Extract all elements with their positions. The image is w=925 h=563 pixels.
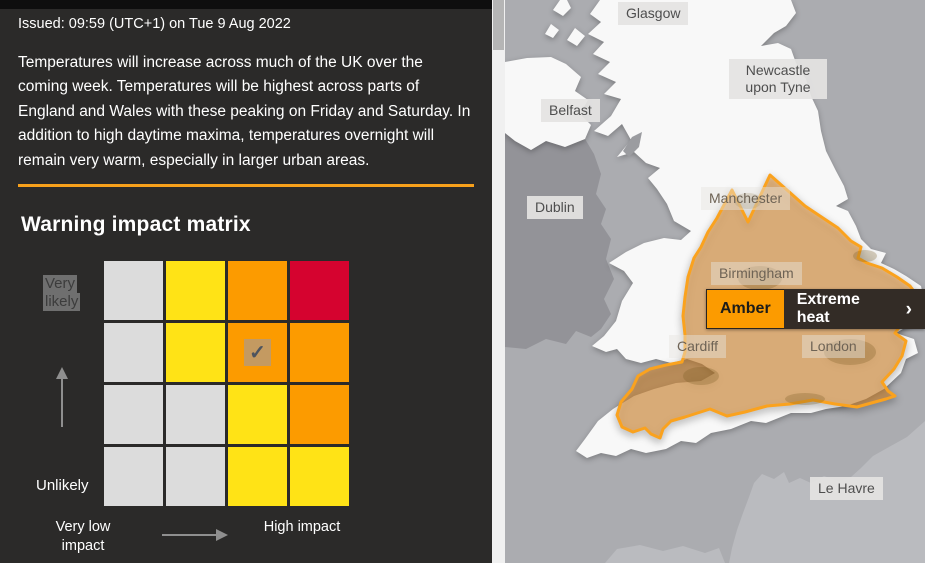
matrix-cell-r2c1 xyxy=(166,385,225,444)
city-label-cardiff: Cardiff xyxy=(669,335,726,358)
city-label-manchester: Manchester xyxy=(701,187,791,210)
matrix-cell-r3c1 xyxy=(166,447,225,506)
warning-type-label: Extreme heat xyxy=(796,291,860,326)
chevron-right-icon: › xyxy=(905,298,912,320)
impact-high-label: High impact xyxy=(263,519,341,535)
matrix-cell-r1c2: ✓ xyxy=(228,323,287,382)
likelihood-bottom-label: Unlikely xyxy=(36,477,89,494)
likelihood-top-label: Very likely xyxy=(43,275,81,311)
urban-area-patches xyxy=(683,193,877,405)
city-label-london: London xyxy=(802,335,865,358)
matrix-cell-r3c2 xyxy=(228,447,287,506)
warning-description: Temperatures will increase across much o… xyxy=(18,54,471,169)
warning-badge[interactable]: Amber Extreme heat › xyxy=(706,289,925,329)
warning-details-panel: Issued: 09:59 (UTC+1) on Tue 9 Aug 2022 … xyxy=(0,0,492,563)
matrix-cell-r1c0 xyxy=(104,323,163,382)
city-label-le-havre: Le Havre xyxy=(810,477,883,500)
matrix-cell-r1c3 xyxy=(290,323,349,382)
city-label-birmingham: Birmingham xyxy=(711,262,802,285)
ireland-landmass xyxy=(505,133,614,349)
matrix-title: Warning impact matrix xyxy=(21,213,251,236)
matrix-cell-r3c0 xyxy=(104,447,163,506)
map-labels: Glasgow Newcastle upon Tyne Belfast Dublin M… xyxy=(505,0,925,563)
warning-type: Extreme heat › xyxy=(783,289,925,329)
brittany-landmass xyxy=(605,545,725,563)
matrix-cell-r2c3 xyxy=(290,385,349,444)
city-label-belfast: Belfast xyxy=(541,99,600,122)
matrix-cell-r0c2 xyxy=(228,261,287,320)
matrix-cell-r0c1 xyxy=(166,261,225,320)
city-label-newcastle-upon-tyne: Newcastle upon Tyne xyxy=(729,59,827,99)
likelihood-axis-arrow-icon xyxy=(55,367,69,434)
warning-map[interactable]: Glasgow Newcastle upon Tyne Belfast Dublin M… xyxy=(505,0,925,563)
city-label-glasgow: Glasgow xyxy=(618,2,689,25)
divider xyxy=(18,184,474,187)
matrix-cell-r0c3 xyxy=(290,261,349,320)
matrix-cell-r0c0 xyxy=(104,261,163,320)
warning-level-label: Amber xyxy=(706,289,784,329)
issued-timestamp: Issued: 09:59 (UTC+1) on Tue 9 Aug 2022 xyxy=(18,16,291,32)
matrix-cell-r1c1 xyxy=(166,323,225,382)
isle-of-man xyxy=(623,132,642,157)
matrix-cell-r2c0 xyxy=(104,385,163,444)
selected-cell-check-icon: ✓ xyxy=(244,339,271,366)
scrollbar-track[interactable] xyxy=(492,0,505,563)
top-bar xyxy=(0,0,492,9)
impact-low-label: Very low impact xyxy=(55,519,111,554)
city-label-dublin: Dublin xyxy=(527,196,583,219)
impact-axis-arrow-icon xyxy=(160,528,230,547)
scrollbar-thumb[interactable] xyxy=(493,0,504,50)
scottish-islands xyxy=(545,0,585,46)
matrix-cell-r3c3 xyxy=(290,447,349,506)
matrix-cell-r2c2 xyxy=(228,385,287,444)
impact-matrix-grid: ✓ xyxy=(104,261,349,506)
